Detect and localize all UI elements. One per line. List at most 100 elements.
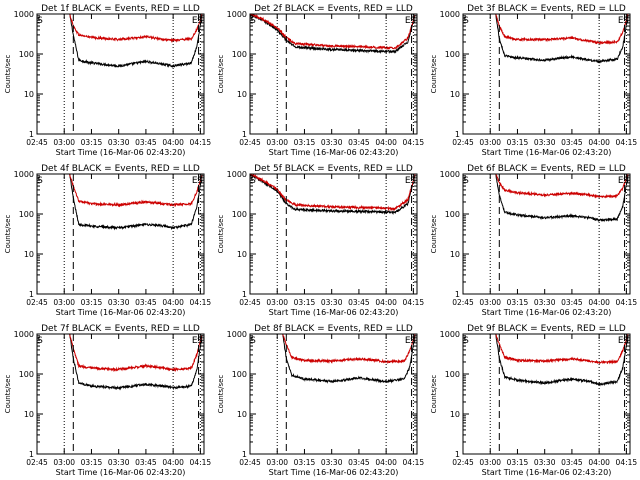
y-axis-label: Counts/sec xyxy=(217,375,225,414)
y-tick-label: 1 xyxy=(242,290,247,299)
x-tick-label: 02:45 xyxy=(452,138,474,147)
x-tick-label: 03:00 xyxy=(266,458,288,467)
y-tick-label: 1 xyxy=(455,450,460,459)
y-axis-label: Counts/sec xyxy=(217,55,225,94)
x-tick-label: 02:45 xyxy=(452,458,474,467)
x-tick-label: 02:45 xyxy=(452,298,474,307)
time-marker-label: S xyxy=(197,336,203,346)
y-tick-label: 100 xyxy=(19,50,34,59)
y-tick-label: 10 xyxy=(237,250,247,259)
series-line-events xyxy=(495,174,629,223)
y-tick-label: 1000 xyxy=(227,10,247,19)
time-marker-label: E xyxy=(192,176,198,186)
series-group xyxy=(69,334,203,391)
panel-title: Det 3f BLACK = Events, RED = LLD xyxy=(467,4,626,14)
x-tick-label: 03:30 xyxy=(321,298,343,307)
y-tick-label: 100 xyxy=(445,50,460,59)
y-tick-label: 1000 xyxy=(440,10,460,19)
x-tick-label: 03:45 xyxy=(135,298,157,307)
y-tick-label: 10 xyxy=(237,410,247,419)
y-tick-label: 100 xyxy=(445,210,460,219)
time-marker-label: S xyxy=(410,176,416,186)
y-axis-label: Counts/sec xyxy=(4,55,12,94)
series-line-lld xyxy=(69,14,203,43)
time-marker-label: E xyxy=(405,336,411,346)
time-marker-label: S xyxy=(250,336,256,346)
panel-det-3: 1 10 100 1000 02:45 03:00 03:15 03:30 03:45 04:00… xyxy=(430,4,637,157)
x-axis-label: Start Time (16-Mar-06 02:43:20) xyxy=(269,468,399,477)
time-marker-label: S xyxy=(37,176,43,186)
time-marker-label: S xyxy=(623,16,629,26)
y-tick-label: 1000 xyxy=(227,330,247,339)
y-axis-label: Counts/sec xyxy=(217,215,225,254)
y-axis-label: Counts/sec xyxy=(430,375,438,414)
x-tick-label: 03:45 xyxy=(561,138,583,147)
time-marker-label: S xyxy=(463,336,469,346)
series-line-lld xyxy=(250,14,416,50)
series-group xyxy=(69,174,203,231)
series-group xyxy=(495,334,629,387)
x-tick-label: 03:45 xyxy=(561,298,583,307)
time-marker-label: S xyxy=(410,336,416,346)
y-tick-label: 1 xyxy=(29,290,34,299)
panel-title: Det 8f BLACK = Events, RED = LLD xyxy=(254,324,413,334)
y-axis-label: Counts/sec xyxy=(4,215,12,254)
panel-det-7: 1 10 100 1000 02:45 03:00 03:15 03:30 03:45 04:00… xyxy=(4,324,211,477)
x-tick-label: 02:45 xyxy=(26,458,48,467)
time-marker-label: S xyxy=(463,176,469,186)
y-axis-label: Counts/sec xyxy=(4,375,12,414)
series-line-lld xyxy=(69,334,203,373)
x-tick-label: 03:00 xyxy=(479,138,501,147)
y-tick-label: 1 xyxy=(242,450,247,459)
panel-det-1: 1 10 100 1000 02:45 03:00 03:15 03:30 03:45 04:00… xyxy=(4,4,211,157)
series-line-events xyxy=(69,14,203,68)
y-tick-label: 10 xyxy=(24,410,34,419)
time-marker-label: S xyxy=(463,16,469,26)
panel-title: Det 1f BLACK = Events, RED = LLD xyxy=(41,4,200,14)
y-tick-label: 1 xyxy=(29,130,34,139)
time-marker-label: S xyxy=(37,336,43,346)
plot-frame xyxy=(36,173,205,295)
x-tick-label: 03:30 xyxy=(108,458,130,467)
y-tick-label: 1 xyxy=(455,130,460,139)
y-axis-label: Counts/sec xyxy=(430,215,438,254)
x-tick-label: 03:00 xyxy=(479,458,501,467)
y-tick-label: 10 xyxy=(24,90,34,99)
series-line-events xyxy=(495,14,629,64)
y-tick-label: 1000 xyxy=(14,330,34,339)
x-tick-label: 03:00 xyxy=(53,458,75,467)
y-axis-label: Counts/sec xyxy=(430,55,438,94)
x-axis-label: Start Time (16-Mar-06 02:43:20) xyxy=(482,468,612,477)
y-tick-label: 100 xyxy=(445,370,460,379)
x-axis-label: Start Time (16-Mar-06 02:43:20) xyxy=(482,308,612,317)
x-tick-label: 04:00 xyxy=(375,138,397,147)
time-marker-label: E xyxy=(618,176,624,186)
y-tick-label: 1000 xyxy=(440,170,460,179)
x-tick-label: 04:00 xyxy=(162,298,184,307)
y-tick-label: 100 xyxy=(232,370,247,379)
panel-det-6: 1 10 100 1000 02:45 03:00 03:15 03:30 03:45 04:00… xyxy=(430,164,637,317)
y-tick-label: 10 xyxy=(450,410,460,419)
x-tick-label: 04:15 xyxy=(403,298,425,307)
series-line-events xyxy=(250,14,416,55)
series-group xyxy=(495,174,629,223)
x-axis-label: Start Time (16-Mar-06 02:43:20) xyxy=(56,308,186,317)
x-tick-label: 03:45 xyxy=(348,458,370,467)
panel-det-9: 1 10 100 1000 02:45 03:00 03:15 03:30 03:45 04:00… xyxy=(430,324,637,477)
series-line-events xyxy=(495,334,629,387)
series-group xyxy=(495,14,629,64)
panel-title: Det 7f BLACK = Events, RED = LLD xyxy=(41,324,200,334)
x-tick-label: 04:15 xyxy=(403,138,425,147)
x-tick-label: 03:15 xyxy=(81,458,103,467)
x-tick-label: 03:15 xyxy=(294,458,316,467)
x-tick-label: 03:45 xyxy=(135,458,157,467)
y-tick-label: 1000 xyxy=(227,170,247,179)
x-tick-label: 03:30 xyxy=(534,298,556,307)
x-tick-label: 03:30 xyxy=(108,138,130,147)
panel-title: Det 4f BLACK = Events, RED = LLD xyxy=(41,164,200,174)
x-tick-label: 03:15 xyxy=(507,298,529,307)
x-tick-label: 04:15 xyxy=(403,458,425,467)
x-tick-label: 03:00 xyxy=(53,138,75,147)
y-tick-label: 100 xyxy=(19,210,34,219)
